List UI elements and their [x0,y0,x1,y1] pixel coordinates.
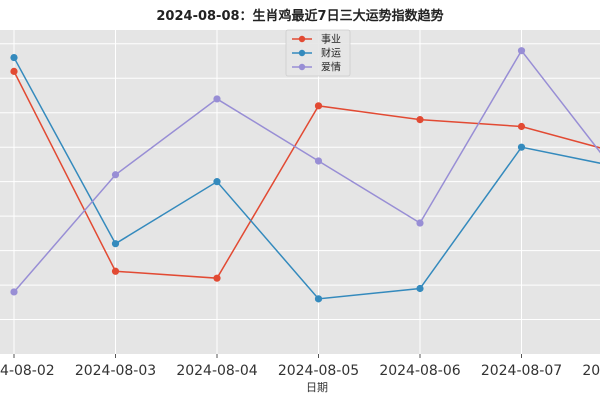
data-point [517,143,526,151]
data-point [517,47,526,55]
data-point [111,171,120,179]
data-point [314,157,323,165]
x-tick-label: 2024-08-02 [0,363,55,379]
legend-marker [298,35,306,43]
x-axis-ticks: 2024-08-02 2024-08-03 2024-08-04 2024-08-05… [0,354,600,379]
data-point [213,274,221,282]
x-axis-label: 日期 [306,381,328,394]
data-point [10,53,18,62]
data-point [416,284,424,293]
chart-title: 2024-08-08：生肖鸡最近7日三大运势指数趋势 [156,8,443,24]
x-tick-label: 2024-08-06 [379,363,460,379]
data-point [213,178,221,186]
x-tick-label: 2024-08-04 [176,363,257,379]
data-point [111,267,120,275]
series-layer [10,47,600,303]
data-point [10,288,18,296]
data-point [416,116,424,124]
legend-marker [298,49,306,57]
data-point [416,219,424,227]
data-point [314,295,323,303]
data-point [10,67,18,75]
x-tick-label: 2024-08-03 [75,363,156,379]
data-point [517,122,526,131]
data-point [213,95,221,103]
x-tick-label: 2024-08-08 [582,363,600,379]
x-tick-label: 2024-08-07 [481,363,562,379]
legend-label: 事业 [321,33,341,46]
legend-marker [298,63,306,71]
data-point [111,240,120,248]
legend-label: 爱情 [321,61,341,74]
legend-label: 财运 [321,47,341,60]
data-point [314,102,323,110]
x-tick-label: 2024-08-05 [278,363,359,379]
